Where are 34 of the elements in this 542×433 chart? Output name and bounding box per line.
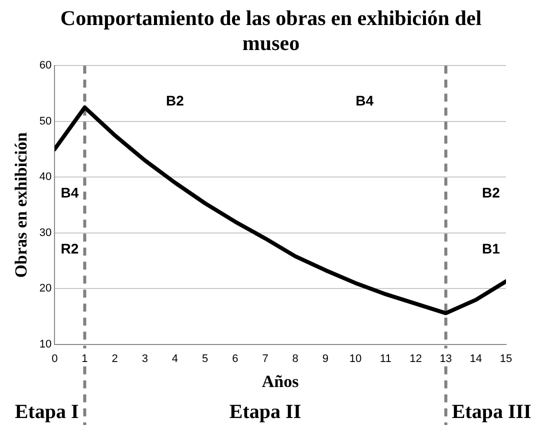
annotation: B4 <box>60 184 79 201</box>
y-axis-title: Obras en exhibición <box>12 132 31 278</box>
x-tick-label: 8 <box>292 353 298 366</box>
text: Etapa I <box>14 401 79 424</box>
x-tick-label: 7 <box>262 353 268 366</box>
annotation: B2 <box>166 92 184 109</box>
text: Etapa III <box>452 401 532 424</box>
y-tick-label: 20 <box>39 282 52 295</box>
y-tick-label: 30 <box>39 226 52 239</box>
x-tick-label: 1 <box>82 353 88 366</box>
x-tick-label: 15 <box>500 353 512 366</box>
x-tick-label: 0 <box>52 353 58 366</box>
y-tick-label: 10 <box>39 338 52 350</box>
y-tick-label: 40 <box>39 171 52 184</box>
y-tick-label: 50 <box>39 115 52 128</box>
x-axis-title: Años <box>262 372 300 392</box>
x-tick-label: 9 <box>322 353 329 366</box>
x-tick-label: 5 <box>202 353 208 366</box>
annotation: R2 <box>60 240 79 256</box>
annotation: B1 <box>482 240 500 256</box>
x-tick-label: 13 <box>440 353 452 366</box>
chart-title: Comportamiento de las obras en exhibición del museo <box>59 6 483 56</box>
x-tick-label: 6 <box>232 353 238 366</box>
x-tick-label: 11 <box>380 353 392 366</box>
x-tick-label: 12 <box>410 353 422 366</box>
x-tick-label: 4 <box>172 353 178 366</box>
x-tick-label: 3 <box>142 353 148 366</box>
text: Etapa II <box>229 401 302 424</box>
x-tick-label: 14 <box>470 353 482 366</box>
x-tick-label: 2 <box>112 353 118 366</box>
x-tick-label: 10 <box>349 353 362 366</box>
annotation: B4 <box>356 92 374 109</box>
annotation: B2 <box>482 184 500 201</box>
y-tick-label: 60 <box>39 60 52 72</box>
